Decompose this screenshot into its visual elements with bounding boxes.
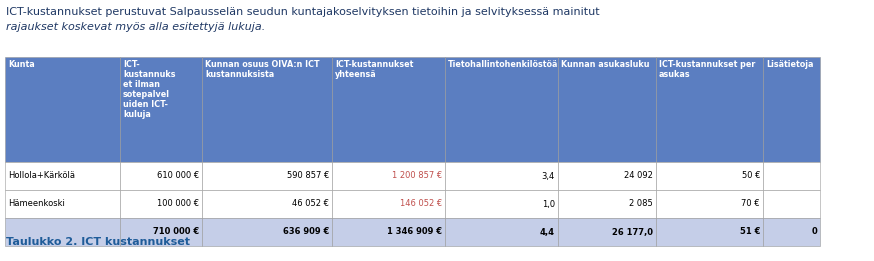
Text: 70 €: 70 € bbox=[741, 199, 760, 209]
Text: 1 200 857 €: 1 200 857 € bbox=[392, 171, 442, 181]
Text: 636 909 €: 636 909 € bbox=[282, 228, 329, 236]
Text: Kunnan asukasluku: Kunnan asukasluku bbox=[561, 60, 649, 69]
Text: 46 052 €: 46 052 € bbox=[292, 199, 329, 209]
Bar bbox=[202, 162, 332, 190]
Text: 26 177,0: 26 177,0 bbox=[612, 228, 653, 236]
Bar bbox=[332, 57, 445, 162]
Text: Taulukko 2. ICT kustannukset: Taulukko 2. ICT kustannukset bbox=[6, 237, 190, 247]
Text: ICT-kustannukset perustuvat Salpausselän seudun kuntajakoselvityksen tietoihin j: ICT-kustannukset perustuvat Salpausselän… bbox=[6, 7, 600, 17]
Bar bbox=[763, 162, 820, 190]
Text: 24 092: 24 092 bbox=[624, 171, 653, 181]
Bar bbox=[120, 190, 202, 218]
Text: 710 000 €: 710 000 € bbox=[153, 228, 199, 236]
Bar bbox=[5, 162, 120, 190]
Text: Hämeenkoski: Hämeenkoski bbox=[8, 199, 65, 209]
Bar bbox=[120, 57, 202, 162]
Text: 1 346 909 €: 1 346 909 € bbox=[387, 228, 442, 236]
Bar bbox=[202, 57, 332, 162]
Bar bbox=[656, 218, 763, 246]
Bar bbox=[445, 218, 558, 246]
Bar bbox=[202, 190, 332, 218]
Bar bbox=[120, 218, 202, 246]
Bar bbox=[656, 57, 763, 162]
Bar bbox=[120, 162, 202, 190]
Text: rajaukset koskevat myös alla esitettyjä lukuja.: rajaukset koskevat myös alla esitettyjä … bbox=[6, 22, 265, 32]
Text: ICT-
kustannuks
et ilman
sotepalvel
uiden ICT-
kuluja: ICT- kustannuks et ilman sotepalvel uide… bbox=[123, 60, 176, 119]
Bar bbox=[656, 162, 763, 190]
Text: Lisätietoja: Lisätietoja bbox=[766, 60, 814, 69]
Bar bbox=[332, 190, 445, 218]
Text: Tietohallintohenkilöstöä: Tietohallintohenkilöstöä bbox=[448, 60, 558, 69]
Bar bbox=[5, 57, 120, 162]
Text: 610 000 €: 610 000 € bbox=[156, 171, 199, 181]
Text: Kunnan osuus OIVA:n ICT
kustannuksista: Kunnan osuus OIVA:n ICT kustannuksista bbox=[205, 60, 320, 79]
Bar bbox=[763, 190, 820, 218]
Text: Kunta: Kunta bbox=[8, 60, 35, 69]
Bar bbox=[445, 190, 558, 218]
Bar bbox=[656, 190, 763, 218]
Bar bbox=[558, 57, 656, 162]
Text: ICT-kustannukset
yhteensä: ICT-kustannukset yhteensä bbox=[335, 60, 413, 79]
Bar bbox=[5, 190, 120, 218]
Bar bbox=[5, 218, 120, 246]
Bar bbox=[763, 57, 820, 162]
Text: 100 000 €: 100 000 € bbox=[156, 199, 199, 209]
Text: 3,4: 3,4 bbox=[542, 171, 555, 181]
Bar bbox=[558, 218, 656, 246]
Text: 2 085: 2 085 bbox=[629, 199, 653, 209]
Bar bbox=[332, 162, 445, 190]
Bar bbox=[202, 218, 332, 246]
Bar bbox=[763, 218, 820, 246]
Bar bbox=[332, 218, 445, 246]
Text: 4,4: 4,4 bbox=[540, 228, 555, 236]
Text: 0: 0 bbox=[811, 228, 817, 236]
Bar bbox=[558, 190, 656, 218]
Text: Hollola+Kärkölä: Hollola+Kärkölä bbox=[8, 171, 75, 181]
Bar bbox=[445, 57, 558, 162]
Text: 50 €: 50 € bbox=[741, 171, 760, 181]
Text: 146 052 €: 146 052 € bbox=[399, 199, 442, 209]
Bar bbox=[445, 162, 558, 190]
Bar bbox=[558, 162, 656, 190]
Text: 51 €: 51 € bbox=[739, 228, 760, 236]
Text: ICT-kustannukset per
asukas: ICT-kustannukset per asukas bbox=[659, 60, 755, 79]
Text: 1,0: 1,0 bbox=[542, 199, 555, 209]
Text: 590 857 €: 590 857 € bbox=[287, 171, 329, 181]
